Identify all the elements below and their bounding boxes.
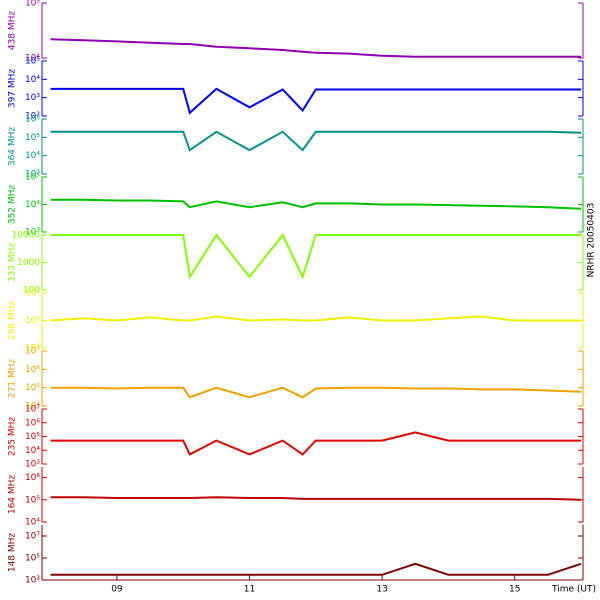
y-tick-label: 10⁶ (25, 473, 40, 483)
series-label: 271 MHz (8, 359, 18, 399)
series-label: 438 MHz (8, 11, 18, 51)
x-tick-label: 11 (244, 585, 255, 595)
series-label: 333 MHz (8, 243, 18, 283)
y-tick-label: 10⁵ (25, 173, 40, 183)
x-tick-label: 09 (111, 585, 123, 595)
series-line (50, 87, 581, 115)
series-line (50, 130, 582, 152)
x-tick-label: 15 (509, 585, 520, 595)
y-tick-label: 10³ (25, 576, 40, 586)
y-tick-label: 10⁴ (25, 75, 40, 85)
series-label: 364 MHz (8, 127, 18, 167)
y-tick-label: 10⁵ (25, 133, 40, 143)
series-line (50, 562, 582, 576)
y-tick-label: 10⁴ (25, 151, 40, 161)
y-tick-label: 10⁷ (25, 405, 40, 415)
series-label: 164 MHz (8, 475, 18, 515)
y-tick-label: 10³ (25, 93, 40, 103)
y-tick-label: 10⁶ (25, 418, 40, 428)
series-line (50, 315, 581, 322)
series-line (50, 386, 582, 399)
y-tick-label: 10³ (25, 170, 40, 180)
y-tick-label: 10⁴ (25, 316, 40, 326)
annotation: NRHR 20050403 (587, 203, 597, 278)
y-tick-label: 10² (25, 112, 40, 122)
series-line (50, 496, 582, 501)
series-line (50, 198, 582, 210)
series-line (50, 431, 581, 456)
y-tick-label: 10³ (25, 460, 40, 470)
y-tick-label: 10³ (25, 228, 40, 238)
y-tick-label: 1000 (17, 258, 40, 268)
y-tick-label: 10⁷ (25, 532, 40, 542)
series-label: 298 MHz (8, 301, 18, 341)
y-tick-label: 10³ (25, 344, 40, 354)
y-tick-label: 100 (23, 286, 40, 296)
series-line (50, 38, 581, 58)
y-tick-label: 10⁵ (25, 0, 40, 9)
series-label: 397 MHz (8, 69, 18, 109)
y-tick-label: 10⁵ (25, 383, 40, 393)
y-tick-label: 10⁶ (25, 365, 40, 375)
series-label: 235 MHz (8, 417, 18, 457)
y-tick-label: 10⁵ (25, 432, 40, 442)
y-tick-label: 10⁵ (25, 495, 40, 505)
series-line (50, 233, 581, 280)
y-tick-label: 10⁴ (25, 54, 40, 64)
y-tick-label: 10⁴ (25, 200, 40, 210)
y-tick-label: 10⁴ (25, 446, 40, 456)
y-tick-label: 10000 (11, 231, 40, 241)
y-tick-label: 10⁴ (25, 402, 40, 412)
x-axis-label: Time (UT) (551, 585, 596, 595)
y-tick-label: 10⁷ (25, 347, 40, 357)
y-tick-label: 10⁴ (25, 518, 40, 528)
y-tick-label: 10⁵ (25, 289, 40, 299)
y-tick-label: 10⁵ (25, 57, 40, 67)
series-label: 352 MHz (8, 185, 18, 225)
y-tick-label: 10⁶ (25, 115, 40, 125)
y-tick-label: 10⁵ (25, 554, 40, 564)
series-label: 148 MHz (8, 533, 18, 573)
x-tick-label: 13 (376, 585, 387, 595)
